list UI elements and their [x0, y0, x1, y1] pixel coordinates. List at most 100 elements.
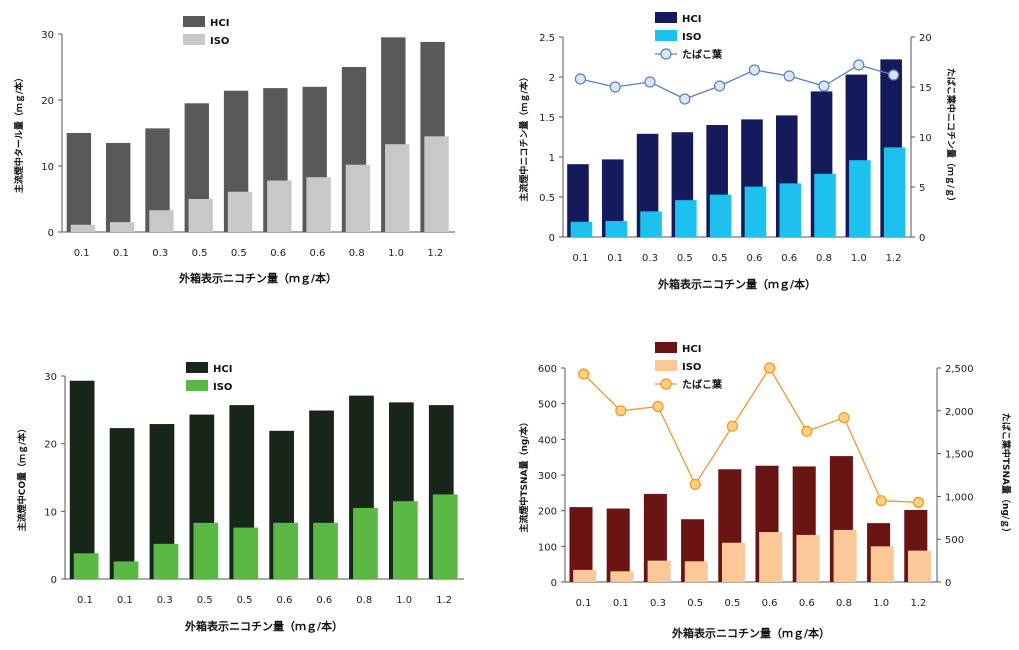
y-tick-label: 0	[51, 575, 57, 586]
x-tick-label: 0.1	[572, 253, 588, 264]
bar-hci-3	[636, 133, 659, 237]
line-point-1	[574, 73, 587, 85]
x-tick-label: 0.6	[309, 248, 325, 259]
x-tick-label: 1.2	[436, 595, 452, 606]
x-tick-label: 0.5	[687, 598, 703, 609]
x-tick-label: 0.3	[642, 253, 658, 264]
bar-hci-2	[601, 159, 624, 237]
line-point-5	[726, 420, 739, 432]
x-tick-label: 0.6	[781, 253, 797, 264]
bar-iso-8	[814, 173, 836, 237]
x-tick-label: 1.2	[886, 253, 902, 264]
y-tick-label: 0.5	[539, 193, 555, 204]
x-tick-label: 0.3	[152, 248, 168, 259]
bar-iso-10	[424, 136, 449, 232]
y-tick-label: 2.5	[539, 33, 555, 44]
legend-swatch-hci	[655, 342, 677, 353]
bar-iso-8	[833, 529, 857, 582]
x-tick-label: 0.8	[356, 595, 372, 606]
x-tick-label: 0.6	[276, 595, 292, 606]
legend-label: ISO	[682, 32, 701, 43]
legend-label: たばこ葉	[682, 48, 723, 61]
x-tick-label: 1.2	[427, 248, 443, 259]
y-tick-label: 10	[44, 507, 57, 518]
bar-iso-8	[345, 164, 371, 232]
bar-iso-7	[313, 522, 338, 579]
bar-iso-5	[233, 527, 259, 579]
y-axis-title: 主流煙中CO量（ｍｇ/本）	[16, 424, 29, 532]
bar-iso-9	[392, 501, 418, 579]
line-point-6	[763, 362, 776, 374]
bar-iso-3	[153, 543, 179, 579]
y2-tick-label: 10	[919, 133, 932, 144]
bar-iso-6	[273, 522, 299, 579]
line-point-2	[609, 81, 621, 93]
legend	[655, 12, 677, 60]
legend-label: ISO	[682, 362, 701, 373]
y-tick-label: 0	[48, 228, 54, 239]
bar-iso-2	[113, 561, 139, 579]
y-tick-label: 500	[538, 400, 557, 411]
line-point-9	[875, 495, 887, 507]
line-point-4	[679, 93, 691, 105]
x-tick-label: 0.8	[816, 253, 832, 264]
y-tick-label: 400	[538, 435, 557, 446]
legend	[655, 342, 677, 390]
y-tick-label: 300	[538, 471, 557, 482]
bar-hci-3	[643, 493, 667, 582]
y-tick-label: 30	[44, 372, 57, 383]
chart-4	[561, 342, 941, 583]
line-point-7	[783, 70, 795, 82]
legend-swatch-hci	[655, 12, 677, 23]
x-tick-label: 0.6	[762, 598, 778, 609]
line-point-8	[818, 80, 830, 92]
line-point-9	[853, 59, 865, 71]
bar-iso-6	[267, 180, 292, 232]
bar-iso-6	[744, 186, 767, 237]
legend-swatch-iso	[183, 34, 205, 45]
x-tick-label: 0.1	[576, 598, 592, 609]
x-tick-label: 0.1	[77, 595, 93, 606]
y2-tick-label: 0	[945, 578, 951, 589]
x-tick-label: 0.6	[270, 248, 286, 259]
bar-hci-1	[69, 380, 95, 579]
legend-marker	[660, 48, 672, 60]
y2-tick-label: 2,000	[945, 407, 974, 418]
x-tick-label: 0.1	[74, 248, 90, 259]
chart-1	[58, 16, 455, 233]
legend-swatch-hci	[183, 16, 205, 27]
x-axis-title: 外箱表示ニコチン量（ｍｇ/本）	[657, 277, 816, 292]
x-tick-label: 0.1	[613, 598, 629, 609]
bar-iso-5	[709, 194, 732, 237]
x-axis-title: 外箱表示ニコチン量（ｍｇ/本）	[178, 271, 337, 286]
x-tick-label: 0.8	[836, 598, 852, 609]
line-point-7	[801, 425, 813, 437]
bar-iso-8	[353, 507, 378, 579]
bar-iso-1	[570, 221, 593, 237]
y-tick-label: 10	[41, 162, 54, 173]
line-point-6	[748, 64, 761, 76]
bar-iso-3	[640, 211, 662, 237]
bar-iso-9	[870, 546, 894, 582]
x-tick-label: 0.5	[231, 248, 247, 259]
x-tick-label: 0.3	[650, 598, 666, 609]
y2-tick-label: 0	[919, 233, 925, 244]
x-axis-title: 外箱表示ニコチン量（ｍｇ/本）	[184, 619, 343, 634]
y-tick-label: 1.5	[539, 113, 555, 124]
chart-2	[559, 12, 915, 238]
y2-tick-label: 2,500	[945, 364, 974, 375]
bar-iso-9	[385, 144, 410, 232]
bar-iso-4	[684, 561, 708, 582]
x-tick-label: 0.5	[237, 595, 253, 606]
y-tick-label: 100	[538, 542, 557, 553]
x-tick-label: 1.0	[396, 595, 412, 606]
y2-tick-label: 20	[919, 33, 932, 44]
x-axis-title: 外箱表示ニコチン量（ｍｇ/本）	[671, 626, 830, 641]
y-tick-label: 20	[41, 96, 54, 107]
bar-iso-1	[573, 569, 597, 582]
bar-hci-2	[606, 508, 630, 582]
legend-swatch-hci	[186, 362, 208, 373]
bar-hci-1	[66, 133, 92, 232]
